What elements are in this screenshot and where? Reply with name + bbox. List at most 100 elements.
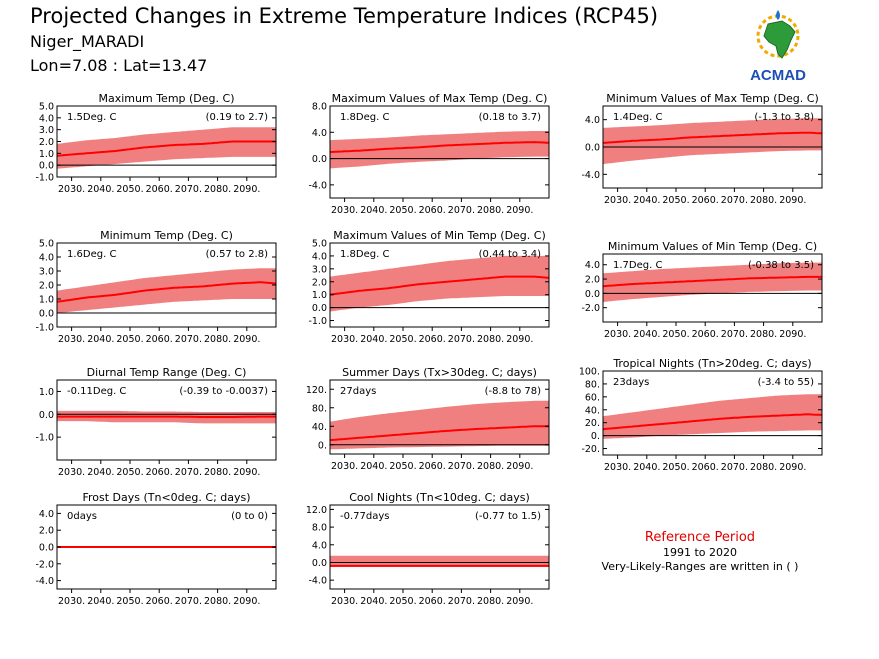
x-tick-label: 2090. <box>233 467 260 478</box>
chart-title: Maximum Temp (Deg. C) <box>99 92 235 105</box>
x-tick-label: 2080. <box>477 596 504 607</box>
x-tick-label: 2070. <box>721 329 748 340</box>
very-likely-range-label: (-0.39 to -0.0037) <box>179 386 268 397</box>
y-tick-label: 1.0 <box>39 149 54 160</box>
mean-change-label: -0.77days <box>340 511 389 522</box>
x-tick-label: 2060. <box>692 195 719 206</box>
x-tick-label: 2090. <box>233 334 260 345</box>
y-tick-label: 8.0 <box>312 102 327 113</box>
y-tick-label: 4.0 <box>312 128 327 139</box>
x-tick-label: 2040. <box>360 334 387 345</box>
logo-text: ACMAD <box>750 67 806 84</box>
x-tick-label: 2060. <box>146 334 173 345</box>
x-tick-label: 2090. <box>506 205 533 216</box>
y-tick-label: -1.0 <box>308 316 327 327</box>
y-tick-label: 120. <box>306 385 327 396</box>
median-line <box>329 425 549 442</box>
x-tick-label: 2090. <box>233 184 260 195</box>
y-tick-label: -4.0 <box>581 170 600 181</box>
y-tick-label: 0.0 <box>312 154 327 165</box>
chart-title: Maximum Values of Max Temp (Deg. C) <box>332 92 548 105</box>
x-tick-label: 2090. <box>233 596 260 607</box>
x-tick-label: 2030. <box>604 195 631 206</box>
x-tick-label: 2090. <box>779 462 806 473</box>
x-tick-label: 2060. <box>419 334 446 345</box>
y-tick-label: 1.0 <box>312 290 327 301</box>
median-line <box>602 131 823 144</box>
x-tick-label: 2030. <box>58 596 85 607</box>
reference-note: Very-Likely-Ranges are written in ( ) <box>601 560 799 573</box>
median-line <box>602 275 822 288</box>
x-tick-label: 2060. <box>146 596 173 607</box>
y-tick-label: 4.0 <box>39 509 54 520</box>
y-tick-label: -20. <box>581 444 600 455</box>
reference-period-box: Reference Period 1991 to 2020 Very-Likel… <box>580 530 820 573</box>
y-tick-label: 60. <box>585 392 600 403</box>
y-tick-label: -2.0 <box>581 303 600 314</box>
x-tick-label: 2080. <box>204 334 231 345</box>
x-tick-label: 2030. <box>331 205 358 216</box>
x-tick-label: 2040. <box>87 184 114 195</box>
y-tick-label: 0.0 <box>39 543 54 554</box>
plot-frame <box>602 370 823 456</box>
y-tick-label: 4.0 <box>39 113 54 124</box>
mean-change-label: 1.8Deg. C <box>340 249 389 260</box>
x-tick-label: 2070. <box>721 462 748 473</box>
x-tick-label: 2050. <box>116 467 143 478</box>
range-band <box>57 268 276 313</box>
x-tick-label: 2040. <box>633 462 660 473</box>
y-tick-label: 20. <box>585 418 600 429</box>
range-band <box>330 400 549 450</box>
chart-panel-10: -4.0 -2.0 0.0 2.0 4.0 2030. 2040. 2050. 2060. 207… <box>35 491 277 607</box>
y-tick-label: 2.0 <box>312 277 327 288</box>
y-tick-label: 4.0 <box>312 540 327 551</box>
x-tick-label: 2050. <box>389 205 416 216</box>
median-line <box>329 275 550 296</box>
x-tick-label: 2090. <box>506 461 533 472</box>
x-tick-label: 2080. <box>750 195 777 206</box>
y-tick-label: 3.0 <box>312 264 327 275</box>
mean-change-label: 23days <box>613 377 649 388</box>
x-tick-label: 2050. <box>116 184 143 195</box>
x-tick-label: 2040. <box>633 195 660 206</box>
africa-map-icon <box>763 20 796 59</box>
mean-change-label: 0days <box>67 511 97 522</box>
plot-frame <box>602 253 823 323</box>
y-tick-label: 8.0 <box>312 523 327 534</box>
median-line <box>329 141 550 153</box>
x-tick-label: 2050. <box>389 461 416 472</box>
x-tick-label: 2070. <box>448 461 475 472</box>
range-band <box>603 394 822 439</box>
x-tick-label: 2040. <box>87 467 114 478</box>
x-tick-label: 2080. <box>204 184 231 195</box>
x-tick-label: 2030. <box>58 467 85 478</box>
x-tick-label: 2050. <box>662 329 689 340</box>
y-tick-label: -4.0 <box>308 576 327 587</box>
y-tick-label: 2.0 <box>39 137 54 148</box>
x-tick-label: 2070. <box>175 467 202 478</box>
mean-change-label: 1.8Deg. C <box>340 112 389 123</box>
x-tick-label: 2090. <box>779 195 806 206</box>
y-tick-label: 0.0 <box>585 289 600 300</box>
x-tick-label: 2090. <box>506 596 533 607</box>
plot-frame <box>329 379 550 455</box>
chart-title: Minimum Values of Min Temp (Deg. C) <box>608 240 817 253</box>
y-tick-label: 5.0 <box>39 102 54 113</box>
range-band <box>603 262 822 302</box>
x-tick-label: 2040. <box>360 596 387 607</box>
location-label: Niger_MARADI <box>30 32 145 51</box>
range-band <box>603 118 822 165</box>
x-tick-label: 2030. <box>331 596 358 607</box>
very-likely-range-label: (0 to 0) <box>231 511 268 522</box>
y-tick-label: 5.0 <box>39 239 54 250</box>
y-tick-label: 4.0 <box>585 260 600 271</box>
page-title: Projected Changes in Extreme Temperature… <box>30 4 659 28</box>
very-likely-range-label: (-3.4 to 55) <box>758 377 815 388</box>
very-likely-range-label: (0.44 to 3.4) <box>479 249 541 260</box>
x-tick-label: 2090. <box>779 329 806 340</box>
y-tick-label: 80. <box>585 379 600 390</box>
x-tick-label: 2070. <box>448 205 475 216</box>
chart-title: Minimum Values of Max Temp (Deg. C) <box>606 92 819 105</box>
very-likely-range-label: (-8.8 to 78) <box>485 386 542 397</box>
